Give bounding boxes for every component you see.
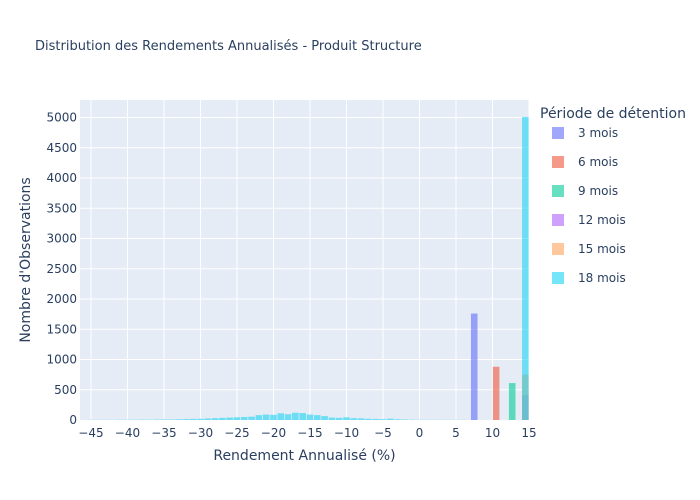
histogram-bar: [394, 419, 401, 420]
bars: [87, 116, 529, 420]
y-tick-label: 2000: [46, 292, 77, 306]
legend-swatch: [552, 185, 564, 197]
legend-label: 6 mois: [578, 155, 618, 169]
x-tick-label: 0: [416, 426, 424, 440]
legend-label: 12 mois: [578, 213, 626, 227]
legend-label: 9 mois: [578, 184, 618, 198]
legend-swatch: [552, 243, 564, 255]
histogram-bar: [226, 417, 233, 420]
legend: Période de détention 3 mois 6 mois 9 mois 1…: [540, 106, 686, 285]
plot-background: [80, 100, 529, 420]
histogram-bar: [343, 417, 350, 420]
y-tick-label: 4000: [46, 171, 77, 185]
legend-swatch: [552, 156, 564, 168]
histogram-bar: [321, 416, 328, 420]
histogram-bar: [248, 416, 255, 420]
histogram-bar: [350, 418, 358, 420]
x-tick-label: −10: [334, 426, 359, 440]
y-axis-title: Nombre d'Observations: [18, 177, 34, 342]
histogram-bar: [379, 419, 387, 420]
x-tick-label: 15: [521, 426, 536, 440]
x-tick-label: −5: [374, 426, 392, 440]
histogram-bar: [255, 415, 263, 420]
x-tick-label: −20: [261, 426, 286, 440]
histogram-bar: [211, 418, 219, 420]
y-axis-ticks: 0 500 1000 1500 2000 2500 3000 3500 4000 4500 5000: [46, 111, 77, 427]
histogram-bar: [492, 366, 500, 420]
histogram-bar: [197, 418, 204, 420]
chart-title: Distribution des Rendements Annualisés -…: [35, 39, 422, 54]
histogram-bar: [175, 419, 182, 420]
histogram-bar: [189, 418, 197, 420]
legend-swatch: [552, 214, 564, 226]
y-tick-label: 2500: [46, 262, 77, 276]
legend-label: 3 mois: [578, 126, 618, 140]
y-tick-label: 3000: [46, 232, 77, 246]
histogram-bar: [372, 418, 379, 420]
legend-title: Période de détention: [540, 106, 686, 122]
histogram-bar: [182, 419, 190, 420]
y-tick-label: 1500: [46, 322, 77, 336]
x-tick-label: −40: [115, 426, 140, 440]
y-tick-label: 0: [69, 413, 77, 427]
x-tick-label: −35: [151, 426, 176, 440]
histogram-bar: [365, 418, 372, 420]
histogram-bar: [240, 416, 248, 420]
legend-swatch: [552, 127, 564, 139]
histogram-bar: [277, 413, 285, 420]
histogram-bar: [270, 414, 277, 420]
histogram-bar: [299, 413, 306, 420]
histogram-bar: [508, 383, 516, 420]
x-tick-label: −15: [297, 426, 322, 440]
y-tick-label: 5000: [46, 111, 77, 125]
histogram-bar: [160, 419, 168, 420]
x-tick-label: 10: [485, 426, 500, 440]
histogram-bar: [470, 313, 478, 420]
histogram-bar: [328, 417, 336, 420]
histogram-bar: [219, 417, 226, 420]
legend-label: 18 mois: [578, 271, 626, 285]
legend-label: 15 mois: [578, 242, 626, 256]
histogram-bar: [357, 418, 365, 420]
y-tick-label: 4500: [46, 141, 77, 155]
histogram-bar: [522, 116, 529, 420]
histogram-bar: [335, 417, 343, 420]
y-tick-label: 500: [54, 383, 77, 397]
histogram-bar: [284, 414, 292, 420]
x-axis-title: Rendement Annualisé (%): [213, 448, 395, 464]
x-axis-ticks: −45 −40 −35 −30 −25 −20 −15 −10 −5 0 5 10 15: [78, 426, 536, 440]
y-tick-label: 3500: [46, 201, 77, 215]
x-tick-label: 5: [452, 426, 460, 440]
histogram-bar: [233, 417, 241, 420]
histogram-bar: [386, 418, 394, 420]
legend-swatch: [552, 272, 564, 284]
x-tick-label: −25: [224, 426, 249, 440]
histogram-bar: [292, 412, 299, 420]
grid-lines: [80, 100, 530, 420]
histogram-bar: [313, 415, 321, 420]
x-tick-label: −30: [188, 426, 213, 440]
histogram-bar: [204, 418, 212, 420]
histogram-bar: [306, 414, 314, 420]
y-tick-label: 1000: [46, 353, 77, 367]
x-tick-label: −45: [78, 426, 103, 440]
histogram-bar: [262, 414, 270, 420]
